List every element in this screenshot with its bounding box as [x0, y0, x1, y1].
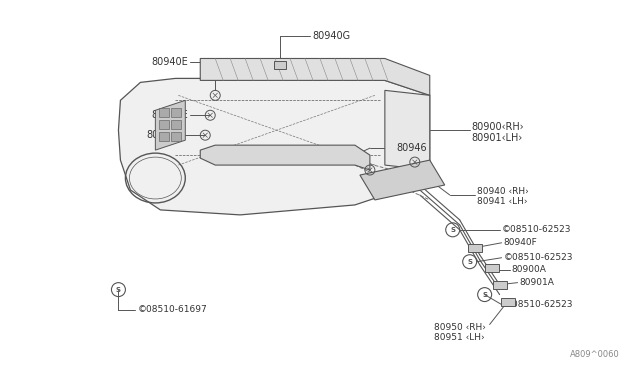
Text: 80901‹LH›: 80901‹LH› — [472, 133, 523, 143]
Bar — [159, 120, 170, 129]
Text: ©08510-62523: ©08510-62523 — [502, 225, 571, 234]
Bar — [159, 108, 170, 117]
Bar — [159, 132, 170, 141]
Text: S: S — [450, 227, 455, 233]
Text: 80940E: 80940E — [152, 110, 188, 120]
Polygon shape — [118, 78, 430, 215]
Text: 80941 ‹LH›: 80941 ‹LH› — [477, 198, 527, 206]
Polygon shape — [156, 100, 186, 150]
Polygon shape — [385, 90, 430, 170]
Text: 80940E: 80940E — [152, 57, 188, 67]
Text: 80950 ‹RH›: 80950 ‹RH› — [434, 323, 486, 332]
Text: ©08510-62523: ©08510-62523 — [504, 300, 573, 309]
Polygon shape — [200, 145, 370, 170]
Text: S: S — [116, 286, 121, 293]
Polygon shape — [200, 58, 430, 95]
Text: 80900A: 80900A — [511, 265, 547, 274]
Bar — [274, 61, 286, 70]
Text: S: S — [467, 259, 472, 265]
Bar — [172, 120, 181, 129]
Bar — [468, 244, 482, 252]
Text: S: S — [482, 292, 487, 298]
Text: 80940 ‹RH›: 80940 ‹RH› — [477, 187, 529, 196]
Text: ©08510-61697: ©08510-61697 — [138, 305, 207, 314]
Bar — [172, 108, 181, 117]
Text: 80946: 80946 — [397, 143, 428, 153]
Text: ©08510-62523: ©08510-62523 — [504, 253, 573, 262]
Bar — [493, 280, 507, 289]
Text: 80940F: 80940F — [504, 238, 538, 247]
Text: 80951 ‹LH›: 80951 ‹LH› — [435, 333, 485, 342]
Text: 80901A: 80901A — [520, 278, 554, 287]
Text: 80900‹RH›: 80900‹RH› — [472, 122, 524, 132]
Bar — [484, 264, 499, 272]
Bar — [172, 132, 181, 141]
Bar — [500, 298, 515, 305]
Text: A809^0060: A809^0060 — [570, 350, 620, 359]
Text: 80940E: 80940E — [147, 130, 183, 140]
Text: 80940G: 80940G — [312, 31, 350, 41]
Polygon shape — [360, 160, 445, 200]
